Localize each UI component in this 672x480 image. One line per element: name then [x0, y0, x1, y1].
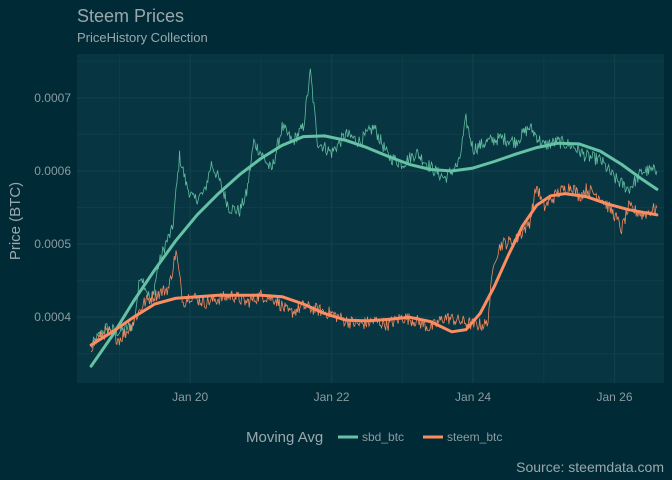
legend-label-sbd_btc: sbd_btc [362, 430, 404, 444]
x-tick-label: Jan 20 [172, 390, 208, 404]
plot-area: Jan 20 Jan 22 Jan 24 Jan 26 0.0004 0.0005 0.00… [34, 54, 664, 404]
y-tick-label: 0.0006 [34, 164, 71, 178]
series-line-sbd_btc [90, 68, 658, 348]
legend-title: Moving Avg [246, 429, 323, 446]
y-axis-label: Price (BTC) [7, 182, 24, 260]
y-tick-label: 0.0004 [34, 310, 71, 324]
chart-caption: Source: steemdata.com [516, 459, 664, 475]
x-tick-label: Jan 24 [455, 390, 491, 404]
moving-avg-line-sbd_btc [89, 134, 659, 368]
x-tick-label: Jan 22 [314, 390, 350, 404]
y-tick-label: 0.0005 [34, 237, 71, 251]
y-tick-label: 0.0007 [34, 91, 71, 105]
plot-panel [77, 54, 664, 383]
legend: Moving Avg sbd_btc steem_btc [246, 429, 502, 446]
moving-avg-line-steem_btc [89, 192, 659, 347]
chart-subtitle: PriceHistory Collection [77, 30, 208, 45]
chart-title: Steem Prices [77, 6, 184, 26]
legend-label-steem_btc: steem_btc [447, 430, 502, 444]
x-tick-label: Jan 26 [596, 390, 632, 404]
